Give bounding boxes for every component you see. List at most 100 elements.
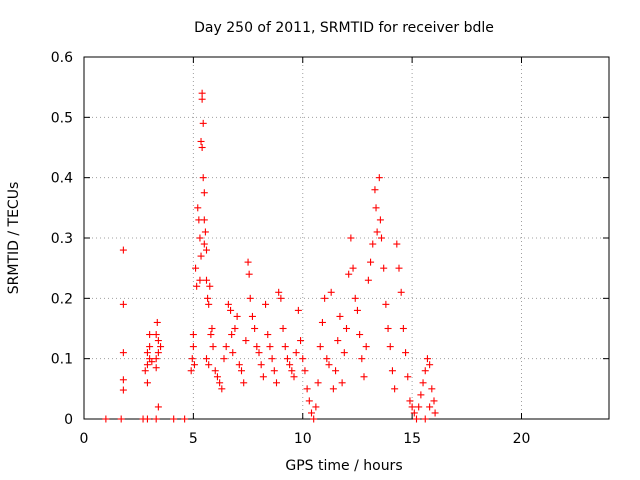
- data-point: [415, 403, 423, 411]
- data-point: [203, 246, 210, 254]
- y-tick-label: 0.5: [51, 110, 73, 126]
- data-point: [119, 376, 127, 384]
- data-point: [323, 355, 331, 363]
- data-point: [417, 391, 425, 399]
- data-point: [413, 415, 420, 423]
- data-point: [170, 415, 178, 423]
- x-axis-label: GPS time / hours: [285, 458, 402, 474]
- data-point: [119, 386, 127, 394]
- data-point: [154, 403, 162, 411]
- data-point: [143, 349, 151, 357]
- data-point: [245, 270, 253, 278]
- data-point: [397, 288, 405, 296]
- data-point: [299, 355, 307, 363]
- data-point: [318, 318, 326, 326]
- data-point: [402, 349, 410, 357]
- data-point: [266, 343, 274, 351]
- data-point: [181, 415, 189, 423]
- data-point: [351, 294, 359, 302]
- data-point: [388, 367, 396, 375]
- data-points: [102, 89, 439, 423]
- data-point: [194, 204, 202, 212]
- data-point: [222, 343, 230, 351]
- data-point: [198, 95, 206, 103]
- data-point: [119, 300, 127, 308]
- data-point: [218, 385, 226, 393]
- data-point: [154, 337, 162, 345]
- data-point: [332, 367, 340, 375]
- data-point: [380, 264, 388, 272]
- data-point: [238, 367, 245, 375]
- data-point: [208, 325, 216, 332]
- grid: [84, 57, 609, 419]
- data-point: [200, 216, 208, 224]
- data-point: [255, 349, 263, 357]
- data-point: [393, 240, 401, 248]
- data-point: [235, 361, 243, 369]
- data-point: [233, 312, 241, 320]
- data-point: [421, 415, 429, 423]
- data-point: [152, 355, 160, 363]
- data-point: [428, 385, 436, 393]
- data-point: [141, 367, 149, 375]
- data-point: [196, 234, 204, 242]
- data-point: [211, 367, 219, 375]
- data-point: [360, 373, 368, 381]
- data-point: [213, 373, 221, 381]
- data-point: [312, 403, 320, 411]
- x-tick-label: 10: [294, 431, 312, 447]
- y-axis-label: SRMTID / TECUs: [6, 182, 22, 295]
- data-point: [349, 264, 357, 272]
- data-point: [310, 415, 318, 423]
- data-point: [386, 343, 394, 351]
- data-point: [240, 379, 248, 387]
- data-point: [257, 361, 265, 369]
- data-point: [200, 240, 208, 248]
- data-point: [367, 258, 375, 266]
- data-point: [375, 174, 383, 182]
- data-point: [262, 300, 270, 308]
- data-point: [364, 276, 372, 284]
- y-tick-label: 0.3: [51, 231, 73, 247]
- data-point: [423, 355, 431, 363]
- data-point: [382, 300, 390, 308]
- data-point: [421, 367, 429, 375]
- data-point: [205, 300, 213, 308]
- data-point: [321, 294, 329, 302]
- y-tick-label: 0.1: [51, 352, 73, 368]
- data-point: [204, 294, 212, 302]
- data-point: [152, 364, 160, 372]
- data-point: [281, 343, 289, 351]
- data-point: [152, 331, 160, 339]
- data-point: [404, 373, 412, 381]
- data-point: [347, 234, 355, 242]
- data-point: [190, 361, 198, 369]
- data-point: [193, 282, 201, 290]
- data-point: [198, 144, 206, 151]
- data-point: [430, 397, 438, 405]
- data-point: [253, 343, 261, 351]
- data-point: [399, 325, 407, 332]
- data-point: [102, 415, 110, 423]
- data-point: [244, 258, 252, 266]
- data-point: [146, 343, 154, 351]
- data-point: [188, 355, 196, 363]
- data-point: [157, 343, 165, 351]
- data-point: [419, 379, 427, 387]
- data-point: [209, 343, 217, 351]
- data-point: [152, 415, 160, 423]
- data-point: [373, 228, 381, 236]
- data-point: [290, 373, 298, 381]
- data-point: [343, 325, 350, 332]
- plot-frame: [83, 56, 610, 420]
- data-point: [275, 288, 283, 296]
- data-point: [340, 349, 348, 357]
- data-point: [358, 355, 366, 363]
- data-point: [356, 331, 364, 339]
- data-point: [283, 355, 291, 363]
- data-point: [227, 306, 235, 314]
- data-point: [224, 300, 232, 308]
- data-point: [205, 361, 213, 369]
- data-point: [189, 343, 197, 351]
